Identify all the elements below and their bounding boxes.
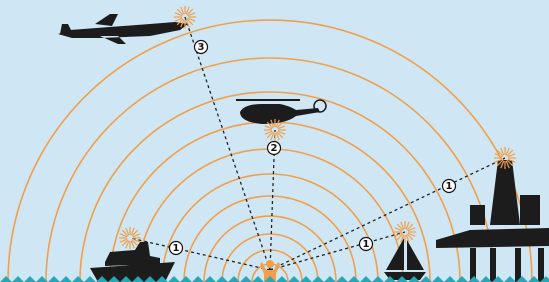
wave xyxy=(12,276,24,282)
labels: 3 2 1 1 1 xyxy=(170,41,456,255)
wave xyxy=(168,276,180,282)
label-number: 2 xyxy=(271,143,278,154)
wave xyxy=(240,276,252,282)
wave xyxy=(348,276,360,282)
wave xyxy=(180,276,192,282)
label-number: 1 xyxy=(173,243,180,254)
sailboat xyxy=(384,238,426,280)
label-number: 3 xyxy=(198,42,205,53)
wave xyxy=(84,276,96,282)
wave xyxy=(504,276,516,282)
distress-diagram: 3 2 1 1 1 xyxy=(0,0,549,282)
wave xyxy=(468,276,480,282)
wave xyxy=(276,276,288,282)
wave xyxy=(288,276,300,282)
helicopter xyxy=(236,100,326,124)
signal-bursts xyxy=(119,6,516,249)
wave xyxy=(444,276,456,282)
wave xyxy=(0,276,12,282)
wave xyxy=(312,276,324,282)
ship xyxy=(90,242,175,282)
wave xyxy=(192,276,204,282)
wave xyxy=(216,276,228,282)
label-number: 1 xyxy=(446,181,453,192)
wave xyxy=(324,276,336,282)
signal-path xyxy=(270,158,505,270)
wave xyxy=(252,276,264,282)
wave xyxy=(48,276,60,282)
wave xyxy=(72,276,84,282)
airplane xyxy=(58,14,188,44)
wave xyxy=(456,276,468,282)
wave xyxy=(360,276,372,282)
wave xyxy=(24,276,36,282)
wave xyxy=(204,276,216,282)
wave xyxy=(372,276,384,282)
wave xyxy=(60,276,72,282)
label-number: 1 xyxy=(363,239,370,250)
signal-paths xyxy=(130,17,505,270)
wave xyxy=(432,276,444,282)
wave xyxy=(336,276,348,282)
